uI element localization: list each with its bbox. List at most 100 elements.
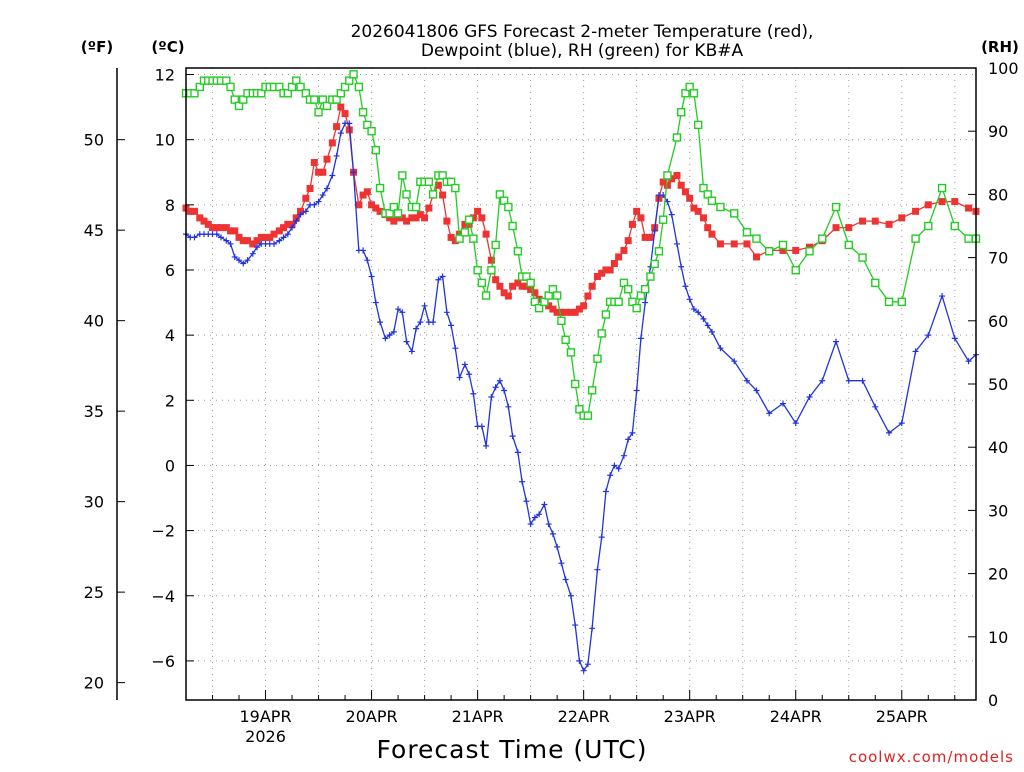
rh-point bbox=[322, 101, 332, 111]
temperature-point bbox=[598, 269, 606, 277]
rh-axis-unit: (RH) bbox=[981, 38, 1019, 56]
celsius-tick-label: 0 bbox=[165, 456, 175, 475]
celsius-tick-label: 12 bbox=[155, 66, 175, 85]
rh-tick-label: 60 bbox=[988, 312, 1008, 331]
dewpoint-point bbox=[315, 198, 322, 205]
dewpoint-point bbox=[395, 306, 402, 313]
temperature-point bbox=[681, 188, 689, 196]
rh-point bbox=[234, 101, 244, 111]
dewpoint-point bbox=[753, 387, 760, 394]
dewpoint-point bbox=[898, 420, 905, 427]
temperature-point bbox=[403, 217, 411, 225]
temperature-point bbox=[509, 282, 517, 290]
series-layer bbox=[181, 70, 981, 674]
fahrenheit-axis-unit: (ºF) bbox=[81, 38, 113, 56]
temperature-point bbox=[190, 207, 198, 215]
dewpoint-point bbox=[324, 185, 331, 192]
dewpoint-point bbox=[576, 657, 583, 664]
dewpoint-point bbox=[629, 429, 636, 436]
temperature-point bbox=[752, 253, 760, 261]
temperature-point bbox=[213, 224, 221, 232]
temperature-point bbox=[553, 308, 561, 316]
temperature-point bbox=[557, 308, 565, 316]
rh-point bbox=[703, 190, 712, 199]
temperature-point bbox=[408, 214, 416, 222]
temperature-point bbox=[196, 214, 204, 222]
temperature-point bbox=[575, 305, 583, 313]
dewpoint-point bbox=[417, 319, 424, 326]
rh-point bbox=[566, 348, 576, 357]
chart-title-line2: Dewpoint (blue), RH (green) for KB#A bbox=[421, 41, 744, 61]
rh-point bbox=[672, 133, 682, 142]
rh-point bbox=[499, 196, 509, 205]
dewpoint-point bbox=[443, 309, 450, 316]
rh-point bbox=[716, 202, 725, 212]
rh-tick-label: 100 bbox=[988, 59, 1019, 78]
dewpoint-point bbox=[886, 429, 893, 436]
fahrenheit-tick-label: 45 bbox=[84, 221, 104, 240]
temperature-point bbox=[288, 220, 296, 228]
dewpoint-point bbox=[399, 309, 406, 316]
temperature-point bbox=[217, 224, 225, 232]
temperature-point bbox=[646, 233, 654, 241]
temperature-point bbox=[699, 214, 707, 222]
rh-point bbox=[487, 266, 496, 275]
rh-point bbox=[689, 89, 699, 98]
celsius-tick-label: 8 bbox=[165, 196, 175, 215]
temperature-point bbox=[333, 123, 341, 131]
dewpoint-point bbox=[531, 514, 538, 521]
temperature-point bbox=[562, 308, 570, 316]
dewpoint-point bbox=[766, 410, 773, 417]
dewpoint-point bbox=[806, 394, 813, 401]
temperature-point bbox=[412, 214, 420, 222]
rh-point bbox=[402, 190, 411, 199]
temperature-point bbox=[257, 233, 265, 241]
dewpoint-point bbox=[651, 227, 658, 234]
dewpoint-point bbox=[939, 293, 946, 300]
temperature-point bbox=[319, 168, 327, 176]
temperature-point bbox=[673, 172, 681, 180]
rh-point bbox=[937, 183, 947, 193]
dewpoint-point bbox=[912, 348, 919, 355]
temperature-point bbox=[425, 204, 433, 212]
fahrenheit-tick-label: 50 bbox=[84, 131, 104, 150]
temperature-point bbox=[262, 233, 270, 241]
rh-point bbox=[950, 221, 959, 231]
dewpoint-point bbox=[642, 299, 649, 306]
dewpoint-point bbox=[289, 224, 296, 231]
temperature-point bbox=[249, 240, 257, 248]
dewpoint-point bbox=[470, 390, 477, 397]
dewpoint-point bbox=[191, 234, 198, 241]
dewpoint-point bbox=[311, 201, 318, 208]
dewpoint-point bbox=[319, 192, 326, 199]
dewpoint-point bbox=[271, 240, 278, 247]
rh-point bbox=[805, 247, 814, 256]
dewpoint-point bbox=[403, 338, 410, 345]
temperature-point bbox=[567, 308, 575, 316]
rh-point bbox=[428, 190, 438, 199]
temperature-point bbox=[965, 204, 973, 212]
rh-point bbox=[730, 209, 739, 218]
rh-point bbox=[526, 278, 535, 288]
x-tick-label: 20APR bbox=[346, 707, 398, 726]
credit-watermark: coolwx.com/models bbox=[849, 748, 1014, 766]
rh-point bbox=[292, 76, 301, 85]
temperature-point bbox=[845, 224, 853, 232]
temperature-point bbox=[951, 198, 959, 206]
celsius-tick-label: 6 bbox=[165, 261, 175, 280]
rh-point bbox=[663, 171, 672, 180]
rh-point bbox=[190, 89, 199, 98]
rh-tick-label: 10 bbox=[988, 628, 1008, 647]
dewpoint-point bbox=[819, 377, 826, 384]
dewpoint-point bbox=[236, 257, 243, 264]
temperature-point bbox=[416, 211, 424, 219]
dewpoint-point bbox=[509, 433, 516, 440]
rh-point bbox=[336, 89, 346, 98]
temperature-point bbox=[694, 207, 702, 215]
rh-point bbox=[301, 89, 311, 98]
dewpoint-point bbox=[408, 348, 415, 355]
x-tick-label: 25APR bbox=[876, 707, 928, 726]
dewpoint-point bbox=[678, 263, 685, 270]
temperature-point bbox=[266, 233, 274, 241]
rh-point bbox=[752, 234, 761, 243]
